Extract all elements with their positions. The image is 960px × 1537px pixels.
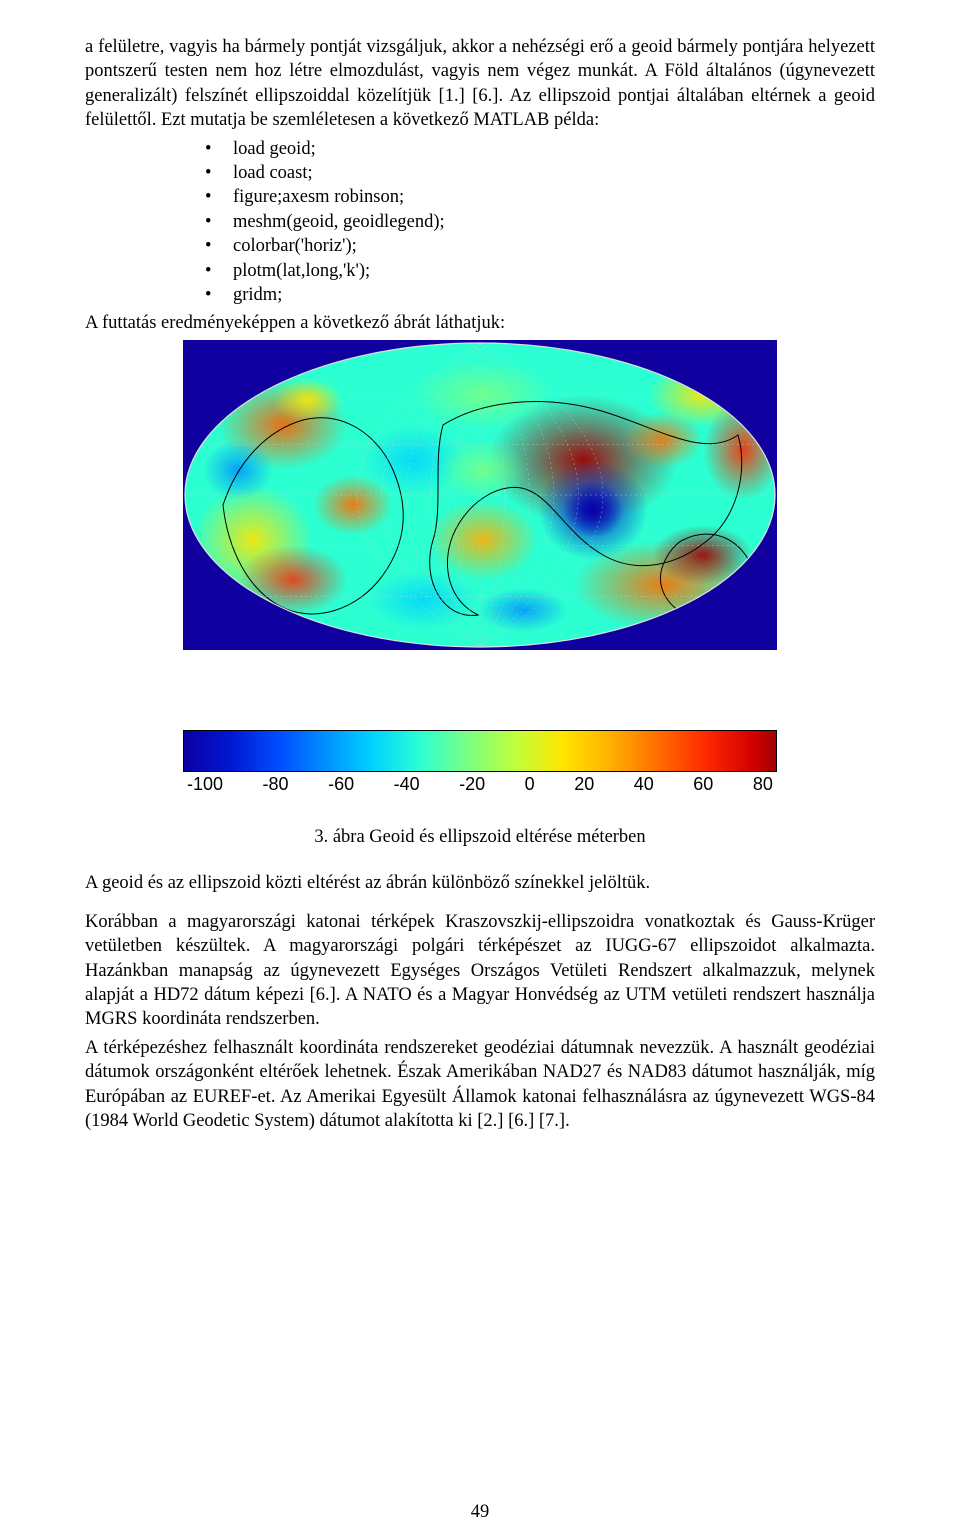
colorbar-tick: -20 xyxy=(459,774,485,795)
colorbar-tick: 80 xyxy=(753,774,773,795)
code-line: gridm; xyxy=(205,283,875,307)
colorbar-tick: 60 xyxy=(693,774,713,795)
document-page: a felületre, vagyis ha bármely pontját v… xyxy=(0,0,960,1537)
code-line: load geoid; xyxy=(205,137,875,161)
paragraph-2: A futtatás eredményeképpen a következő á… xyxy=(85,311,875,335)
code-line: figure;axesm robinson; xyxy=(205,185,875,209)
page-number: 49 xyxy=(0,1502,960,1523)
paragraph-3: A geoid és az ellipszoid közti eltérést … xyxy=(85,871,875,895)
figure-caption: 3. ábra Geoid és ellipszoid eltérése mét… xyxy=(85,825,875,849)
colorbar-tick: 0 xyxy=(525,774,535,795)
colorbar-tick: -60 xyxy=(328,774,354,795)
paragraph-1: a felületre, vagyis ha bármely pontját v… xyxy=(85,35,875,133)
code-line: load coast; xyxy=(205,161,875,185)
colorbar-tick: -100 xyxy=(187,774,223,795)
code-line: plotm(lat,long,'k'); xyxy=(205,259,875,283)
colorbar-tick-labels: -100 -80 -60 -40 -20 0 20 40 60 80 xyxy=(183,774,777,795)
colorbar xyxy=(183,730,777,772)
paragraph-4: Korábban a magyarországi katonai térképe… xyxy=(85,910,875,1032)
colorbar-tick: 20 xyxy=(574,774,594,795)
colorbar-tick: -80 xyxy=(263,774,289,795)
code-line: meshm(geoid, geoidlegend); xyxy=(205,210,875,234)
colorbar-tick: -40 xyxy=(394,774,420,795)
paragraph-5: A térképezéshez felhasznált koordináta r… xyxy=(85,1036,875,1134)
geoid-map-figure xyxy=(183,340,777,650)
code-line: colorbar('horiz'); xyxy=(205,234,875,258)
matlab-code-list: load geoid;load coast;figure;axesm robin… xyxy=(85,137,875,308)
colorbar-container: -100 -80 -60 -40 -20 0 20 40 60 80 xyxy=(183,730,777,795)
colorbar-tick: 40 xyxy=(634,774,654,795)
